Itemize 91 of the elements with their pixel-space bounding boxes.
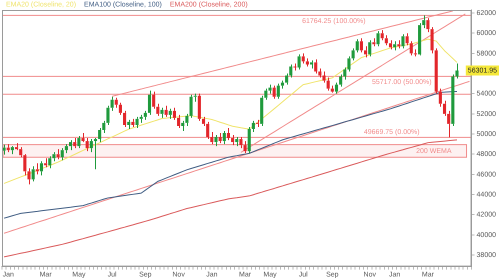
candlestick [248,126,251,154]
candlestick [73,138,76,149]
candlestick [98,127,102,143]
candlestick [447,110,450,138]
candlestick [410,40,413,56]
candlestick [94,138,98,170]
candlestick [48,156,52,169]
candlestick [23,154,26,176]
candlestick [252,120,255,132]
candlestick [198,93,201,122]
candlestick [289,64,292,78]
candlestick [318,68,322,78]
candlestick [127,119,130,130]
candlestick [360,38,363,53]
candlestick [422,14,426,29]
candlestick [314,58,318,74]
candlestick [156,103,160,116]
candlestick [231,134,234,146]
candlestick [326,77,330,92]
candlestick [372,38,376,47]
candlestick [401,34,405,49]
candlestick [222,130,226,145]
candlestick [40,160,44,176]
candlestick [376,30,380,47]
candlestick [206,121,210,140]
candlestick [69,140,72,151]
candlestick [226,127,230,141]
candlestick [123,110,126,128]
candlestick [135,116,139,128]
candlestick [293,62,296,71]
candlestick [368,40,372,57]
candlestick [306,58,309,67]
candlestick [52,152,56,162]
candlestick [172,107,176,120]
candlestick [144,110,147,120]
candlestick [194,93,197,102]
candlestick [148,90,152,116]
candlestick [44,158,48,168]
candlestick [364,46,368,58]
candlestick [10,146,14,155]
candlestick [268,84,272,94]
candlestick [60,148,64,161]
candlestick [380,30,384,41]
candlestick [384,34,388,46]
candlestick [455,62,459,80]
candlestick [27,168,31,185]
candlestick [14,142,18,151]
candlestick [164,105,168,118]
candlestick [310,60,314,69]
candlestick [114,97,118,108]
candlestick [418,22,422,56]
candlestick [218,132,222,144]
candlestick [77,136,80,149]
candlestick [393,40,396,51]
candlestick [280,80,284,90]
candlestick [140,114,143,124]
candlestick [264,88,268,100]
candlestick [190,94,193,118]
candlestick [334,82,338,94]
candlestick [110,96,114,112]
candlestick [235,136,238,147]
candlestick [181,120,184,132]
candlestick [177,114,180,128]
candlestick [160,107,164,118]
candlestick [56,148,60,160]
candlestick [90,138,93,153]
candlestick [451,74,454,126]
candlestick [356,38,359,53]
candlestick [244,140,247,154]
candlestick [131,118,134,128]
candlestick [6,144,10,153]
candlestick [36,162,39,175]
candlestick [302,52,305,64]
candlestick [210,132,214,145]
candlestick [168,108,172,120]
candlestick [239,136,242,149]
candlestick [276,83,280,100]
candlestick [64,144,68,154]
candlestick [438,88,442,108]
candlestick [272,85,276,100]
candlestick [256,119,260,128]
candlestick [388,40,392,50]
candlestick [414,48,417,57]
candlestick [330,85,334,94]
candlestick [214,134,218,147]
candlestick [298,54,301,70]
candlestick [434,48,438,94]
candlestick [118,102,122,116]
candlestick [32,166,35,182]
candlestick [397,40,400,49]
candlestick [86,138,89,152]
